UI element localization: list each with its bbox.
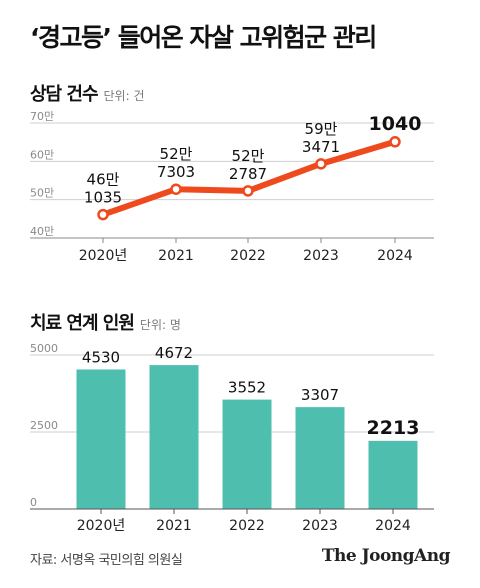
bar-y-tick-label: 5000 [30,342,58,355]
line-data-label: 65만 [373,110,417,113]
line-x-tick-label: 2021 [158,248,194,264]
line-x-tick-label: 2020년 [79,248,128,264]
bar-data-label: 4530 [82,348,120,366]
bar [76,369,126,509]
bar-x-tick-label: 2024 [375,518,411,534]
line-x-tick-label: 2022 [230,248,266,264]
line-data-point [97,208,109,221]
line-x-tick-label: 2024 [377,248,413,264]
line-data-point [170,183,182,195]
bar-y-tick-label: 0 [30,496,37,509]
publisher-logo: The JoongAng [321,546,451,566]
line-data-label: 7303 [157,163,195,181]
bar-x-tick-label: 2023 [302,518,338,534]
bar [368,440,418,509]
line-data-label: 1040 [369,113,422,135]
bar-chart-title: 치료 연계 인원 단위: 명 [30,309,181,335]
line-data-label: 52만 [160,145,193,163]
line-y-tick-label: 50만 [30,187,54,200]
bar-chart: 0 2500 5000 4530 4672 3552 3307 2213 2020년 2021 20… [30,342,434,534]
line-y-tick-label: 60만 [30,148,54,161]
line-data-label: 59만 [305,120,338,138]
headline: ‘경고등’ 들어온 자살 고위험군 관리 [30,23,377,52]
bar-y-tick-label: 2500 [30,419,58,432]
source-note: 자료: 서명옥 국민의힘 의원실 [30,553,183,568]
line-chart-title: 상담 건수 단위: 건 [30,80,145,106]
bar-x-tick-label: 2020년 [77,518,126,534]
bar-chart-title-text: 치료 연계 인원 [30,313,135,334]
bar-x-tick-label: 2021 [156,518,192,534]
line-data-label: 2787 [229,165,267,183]
bar-x-tick-label: 2022 [229,518,265,534]
bar-data-label: 3552 [228,379,266,397]
line-y-tick-label: 70만 [30,110,54,123]
line-data-point [315,158,327,170]
line-data-label: 3471 [302,138,340,156]
line-chart: 40만 50만 60만 70만 2020년 2021 2022 2023 2024 46만1035… [30,110,434,264]
bar-data-label: 4672 [155,344,193,362]
line-data-point [242,185,254,197]
line-data-label: 46만 [87,171,120,189]
line-chart-title-text: 상담 건수 [30,84,99,105]
line-x-tick-label: 2023 [303,248,339,264]
bar [222,399,272,509]
bar [149,365,199,509]
line-data-label: 52만 [232,147,265,165]
line-chart-unit: 단위: 건 [103,89,145,103]
line-data-label: 1035 [84,189,122,207]
bar-data-label: 3307 [301,386,339,404]
line-y-tick-label: 40만 [30,225,54,238]
line-data-point [389,136,401,148]
bar [295,407,345,509]
bar-chart-unit: 단위: 명 [139,318,181,332]
bar-data-label: 2213 [367,417,420,439]
